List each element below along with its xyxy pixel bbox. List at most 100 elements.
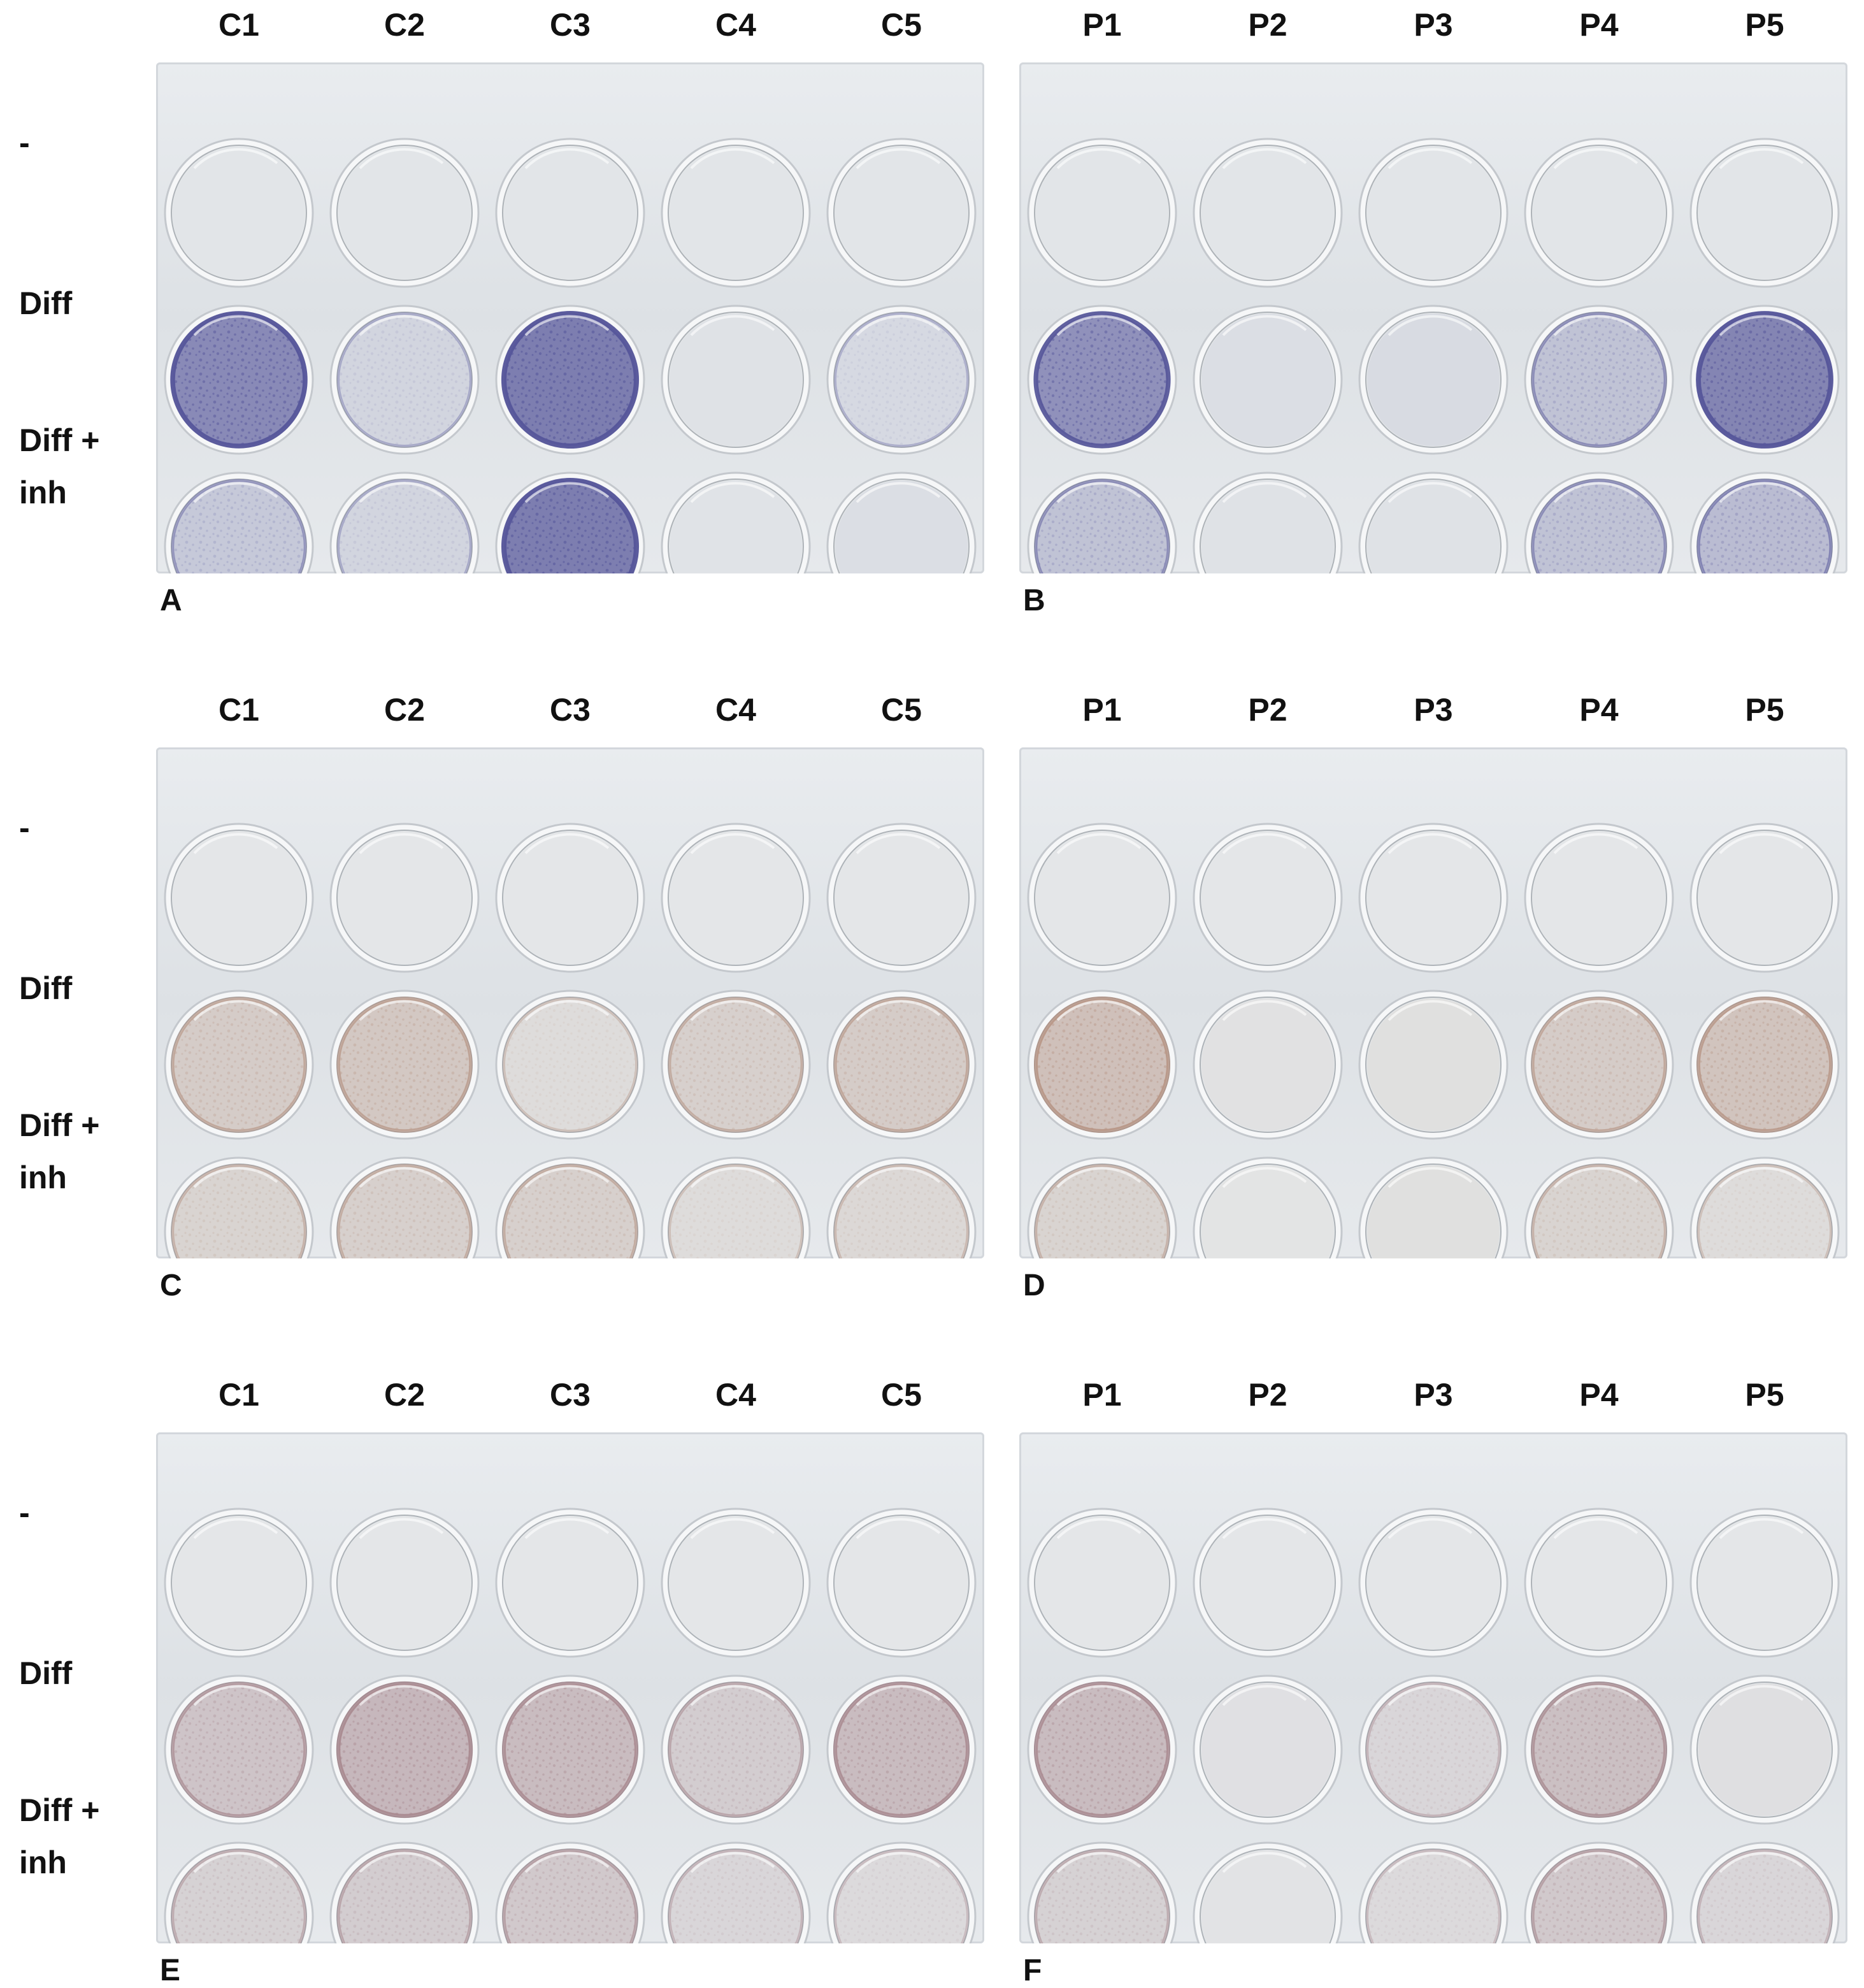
well (1193, 1675, 1343, 1825)
column-header: P3 (1414, 7, 1453, 43)
row-label: - (19, 1495, 30, 1531)
well (495, 1508, 645, 1658)
well (495, 990, 645, 1140)
column-header: C1 (219, 1377, 259, 1413)
well (826, 1675, 977, 1825)
well (1027, 1675, 1177, 1825)
panel-letter: E (160, 1954, 181, 1987)
well (661, 1508, 811, 1658)
well (826, 1841, 977, 1943)
panel-letter: A (160, 584, 182, 617)
well (1689, 990, 1840, 1140)
well-plate-drawing (1027, 138, 1840, 573)
column-header: P3 (1414, 692, 1453, 728)
well (1358, 823, 1509, 973)
well (329, 1508, 480, 1658)
well (329, 1841, 480, 1943)
well (1027, 1508, 1177, 1658)
column-headers: C1 C2 C3 C4 C5 (156, 685, 984, 742)
well (1689, 823, 1840, 973)
well (826, 823, 977, 973)
well (164, 305, 314, 455)
column-headers: P1 P2 P3 P4 P5 (1019, 0, 1847, 57)
well (1689, 138, 1840, 288)
well (1524, 1156, 1674, 1258)
well (1193, 823, 1343, 973)
column-header: C4 (715, 692, 756, 728)
well (495, 823, 645, 973)
well (1193, 1508, 1343, 1658)
well (1358, 1508, 1509, 1658)
well (495, 1841, 645, 1943)
row-label: - (19, 125, 30, 161)
well (661, 1675, 811, 1825)
well-plate-drawing (1027, 823, 1840, 1258)
column-header: P4 (1579, 7, 1619, 43)
well (329, 823, 480, 973)
panel-letter: D (1023, 1269, 1045, 1302)
well (661, 1841, 811, 1943)
column-header: P2 (1248, 692, 1287, 728)
panel-letter: B (1023, 584, 1045, 617)
column-header: P1 (1082, 7, 1122, 43)
well (661, 305, 811, 455)
well (1027, 305, 1177, 455)
row-label: - (19, 810, 30, 846)
well (826, 1508, 977, 1658)
well (1027, 990, 1177, 1140)
well (164, 1508, 314, 1658)
well (1193, 138, 1343, 288)
column-header: P3 (1414, 1377, 1453, 1413)
well (826, 1156, 977, 1258)
well (329, 305, 480, 455)
well (1193, 990, 1343, 1140)
well-plate-drawing (1027, 1508, 1840, 1943)
well (1689, 1156, 1840, 1258)
well (826, 305, 977, 455)
well (1358, 472, 1509, 573)
column-header: C4 (715, 1377, 756, 1413)
well (1027, 472, 1177, 573)
column-header: C3 (550, 7, 591, 43)
panel-letter: F (1023, 1954, 1042, 1987)
well (164, 1841, 314, 1943)
column-headers: C1 C2 C3 C4 C5 (156, 1370, 984, 1427)
well (661, 138, 811, 288)
well (1524, 305, 1674, 455)
column-header: C2 (384, 7, 425, 43)
column-headers: C1 C2 C3 C4 C5 (156, 0, 984, 57)
column-header: C1 (219, 7, 259, 43)
well (164, 1675, 314, 1825)
well (1358, 305, 1509, 455)
well-plate (156, 1432, 984, 1943)
well (1358, 138, 1509, 288)
well (826, 990, 977, 1140)
column-header: C4 (715, 7, 756, 43)
well (495, 472, 645, 573)
well (329, 472, 480, 573)
well (1027, 1156, 1177, 1258)
well (495, 1156, 645, 1258)
well (826, 138, 977, 288)
column-header: C3 (550, 1377, 591, 1413)
column-header: C2 (384, 692, 425, 728)
column-header: P5 (1745, 692, 1784, 728)
well (1027, 1841, 1177, 1943)
well (1524, 138, 1674, 288)
column-header: P5 (1745, 7, 1784, 43)
well (1524, 472, 1674, 573)
well (164, 472, 314, 573)
column-header: P4 (1579, 692, 1619, 728)
well (661, 1156, 811, 1258)
panel-letter: C (160, 1269, 182, 1302)
column-headers: P1 P2 P3 P4 P5 (1019, 1370, 1847, 1427)
column-header: C5 (881, 1377, 922, 1413)
row-label: Diff + inh (19, 422, 100, 510)
well (1689, 1841, 1840, 1943)
well (495, 138, 645, 288)
well (661, 472, 811, 573)
well (661, 990, 811, 1140)
well (1524, 1508, 1674, 1658)
well (1027, 823, 1177, 973)
row-label: Diff + inh (19, 1107, 100, 1195)
